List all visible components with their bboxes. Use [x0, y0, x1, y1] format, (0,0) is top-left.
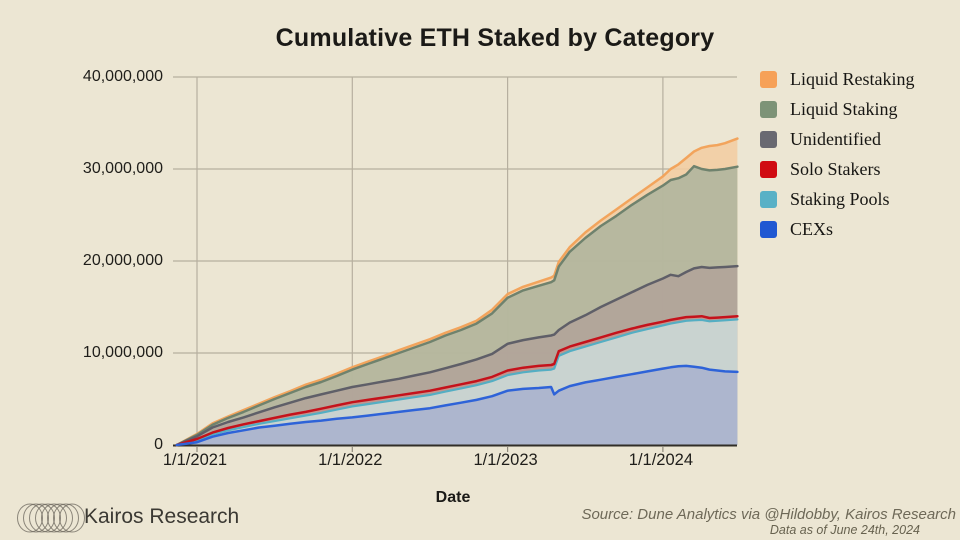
legend-item: CEXs — [760, 218, 915, 239]
logo-ring — [53, 503, 79, 533]
legend-label: Staking Pools — [790, 188, 890, 209]
legend-swatch-icon — [760, 130, 777, 148]
legend-swatch-icon — [760, 190, 777, 208]
x-tick-label: 1/1/2021 — [162, 451, 228, 469]
legend-label: Liquid Restaking — [790, 68, 915, 89]
line-liquid-restaking — [175, 137, 739, 447]
source-attribution: Source: Dune Analytics via @Hildobby, Ka… — [581, 506, 956, 537]
legend-swatch-icon — [760, 70, 777, 88]
legend: Liquid Restaking Liquid Staking Unidentifi… — [760, 68, 915, 250]
legend-item: Solo Stakers — [760, 158, 915, 179]
source-line: Source: Dune Analytics via @Hildobby, Ka… — [581, 506, 956, 523]
logo-ring — [23, 503, 49, 533]
y-tick-label: 30,000,000 — [82, 160, 163, 177]
x-tick-label: 1/1/2024 — [628, 451, 693, 469]
line-unidentified — [175, 264, 739, 447]
brand-name: Kairos Research — [84, 505, 240, 528]
legend-label: CEXs — [790, 218, 834, 239]
legend-label: Unidentified — [790, 128, 881, 149]
data-as-of-line: Data as of June 24th, 2024 — [769, 523, 920, 537]
line-solo-stakers — [175, 314, 739, 447]
kairos-logo-icon — [17, 503, 85, 533]
legend-item: Staking Pools — [760, 188, 915, 209]
logo-ring — [47, 503, 73, 533]
logo-ring — [17, 503, 43, 533]
legend-swatch-icon — [760, 220, 777, 238]
logo-ring — [29, 503, 55, 533]
y-tick-label: 40,000,000 — [82, 68, 163, 85]
x-axis-title: Date — [435, 489, 471, 506]
legend-item: Unidentified — [760, 128, 915, 149]
line-staking-pools — [175, 318, 739, 447]
logo-ring — [41, 503, 67, 533]
legend-item: Liquid Restaking — [760, 68, 915, 89]
y-tick-label: 0 — [154, 436, 163, 453]
legend-item: Liquid Staking — [760, 98, 915, 119]
area-cexs — [176, 365, 738, 445]
y-tick-label: 20,000,000 — [82, 252, 163, 269]
y-tick-label: 10,000,000 — [82, 344, 163, 361]
chart-title: Cumulative ETH Staked by Category — [275, 24, 715, 52]
x-tick-label: 1/1/2023 — [473, 451, 538, 469]
line-liquid-staking — [175, 164, 739, 447]
legend-swatch-icon — [760, 160, 777, 178]
line-cexs — [175, 364, 739, 447]
logo-ring — [35, 503, 61, 533]
legend-label: Solo Stakers — [790, 158, 881, 179]
x-tick-label: 1/1/2022 — [318, 451, 383, 469]
legend-label: Liquid Staking — [790, 98, 898, 119]
legend-swatch-icon — [760, 100, 777, 118]
logo-ring — [59, 503, 85, 533]
